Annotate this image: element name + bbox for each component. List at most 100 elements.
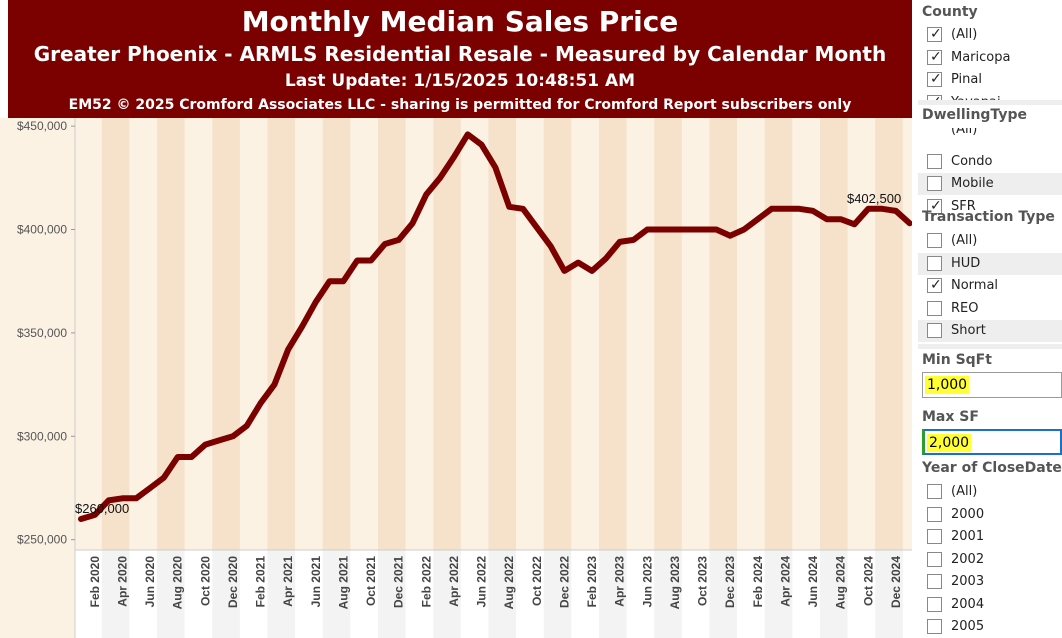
x-tick-label: Feb 2023 — [585, 556, 599, 608]
min-sqft-title: Min SqFt — [922, 352, 992, 368]
checkbox[interactable] — [927, 176, 942, 191]
x-tick-label: Apr 2022 — [447, 556, 461, 607]
x-label-band — [543, 550, 572, 638]
filter-option[interactable]: (All) — [918, 128, 1062, 136]
min-sqft-input[interactable]: 1,000 — [922, 372, 1062, 398]
checkbox[interactable] — [927, 619, 942, 634]
month-band — [101, 118, 130, 550]
filter-option[interactable]: 2002 — [918, 549, 1062, 571]
checkbox[interactable]: ✓ — [927, 277, 942, 293]
x-tick-label: Dec 2023 — [723, 556, 737, 608]
year-filter-title: Year of CloseDate — [922, 460, 1062, 476]
filter-option-label: 2005 — [951, 619, 985, 634]
checkbox[interactable]: ✓ — [927, 26, 942, 42]
month-band — [819, 118, 848, 550]
max-sf-title: Max SF — [922, 409, 979, 425]
checkbox[interactable] — [927, 255, 942, 271]
y-tick-label: $300,000 — [17, 429, 67, 443]
x-tick-label: Oct 2020 — [198, 556, 212, 606]
checkbox[interactable] — [927, 323, 942, 338]
filter-divider — [918, 100, 1062, 105]
checkbox[interactable]: ✓ — [927, 197, 942, 214]
x-tick-label: Feb 2024 — [751, 556, 765, 608]
filter-option[interactable]: ✓ Maricopa — [918, 47, 1062, 69]
filter-option[interactable]: (All) — [918, 481, 1062, 503]
x-tick-label: Dec 2022 — [557, 556, 571, 608]
month-band — [212, 118, 240, 550]
filter-option[interactable]: 2000 — [918, 504, 1062, 526]
filter-option[interactable]: ✓ Pinal — [918, 69, 1062, 91]
x-tick-label: Jun 2022 — [475, 556, 489, 608]
checkbox[interactable] — [927, 484, 942, 499]
x-label-band — [598, 550, 627, 638]
month-band — [764, 118, 793, 550]
transaction-filter-title: Transaction Type — [922, 209, 1055, 225]
checkmark-icon: ✓ — [930, 277, 942, 293]
checkbox[interactable] — [927, 574, 942, 589]
filter-option[interactable]: REO — [918, 298, 1062, 320]
filter-option-label: Normal — [951, 278, 999, 293]
filter-option[interactable]: (All) — [918, 230, 1062, 252]
chart-header: Monthly Median Sales Price Greater Phoen… — [8, 0, 912, 118]
max-sf-input[interactable]: 2,000 — [922, 429, 1062, 455]
x-tick-label: Feb 2020 — [88, 556, 102, 608]
checkbox[interactable] — [927, 506, 942, 522]
checkbox[interactable] — [927, 529, 942, 544]
x-tick-label: Jun 2024 — [806, 556, 820, 608]
x-tick-label: Apr 2024 — [778, 556, 792, 607]
x-label-band — [433, 550, 461, 638]
x-label-band — [819, 550, 848, 638]
checkbox[interactable] — [927, 153, 942, 169]
filter-option[interactable]: ✓ Yavapai — [918, 92, 1062, 102]
filter-option[interactable]: Mobile — [918, 173, 1062, 195]
checkbox[interactable] — [927, 233, 942, 248]
checkbox[interactable]: ✓ — [927, 93, 942, 102]
checkbox[interactable]: ✓ — [927, 71, 942, 87]
series-line — [78, 131, 912, 522]
checkbox[interactable] — [927, 551, 942, 567]
filter-option[interactable]: ✓ Normal — [918, 275, 1062, 297]
x-label-band — [875, 550, 903, 638]
data-label: $260,000 — [75, 501, 129, 516]
copyright-notice: EM52 © 2025 Cromford Associates LLC - sh… — [68, 97, 852, 113]
checkmark-icon: ✓ — [930, 26, 942, 42]
filter-option[interactable]: 2005 — [918, 616, 1062, 638]
x-label-band — [377, 550, 406, 638]
x-tick-label: Jun 2021 — [309, 556, 323, 608]
checkmark-icon: ✓ — [930, 93, 942, 102]
filter-option[interactable]: Condo — [918, 151, 1062, 173]
x-label-band — [212, 550, 240, 638]
checkbox[interactable]: ✓ — [927, 49, 942, 65]
filter-option[interactable]: ✓ SFR — [918, 196, 1062, 218]
x-tick-label: Feb 2021 — [254, 556, 268, 608]
y-axis: $250,000 $300,000 $350,000 $400,000 $450,000 — [17, 118, 76, 638]
filter-option[interactable]: 2004 — [918, 594, 1062, 616]
filter-option-label: Short — [951, 323, 986, 338]
x-label-band — [654, 550, 682, 638]
checkbox[interactable] — [927, 300, 942, 316]
filter-option-label: 2000 — [951, 506, 985, 522]
x-label-band — [156, 550, 185, 638]
month-band — [654, 118, 682, 550]
max-sf-value: 2,000 — [927, 434, 972, 452]
x-tick-label: Apr 2021 — [281, 556, 295, 607]
checkmark-icon: ✓ — [930, 71, 942, 87]
x-label-band — [267, 550, 296, 638]
min-sqft-value: 1,000 — [925, 376, 970, 394]
filter-option[interactable]: HUD — [918, 252, 1062, 275]
filter-panel: County ✓ (All) ✓ Maricopa ✓ Pinal ✓ Yavapai Dwe… — [918, 0, 1062, 638]
x-label-band — [709, 550, 738, 638]
filter-option-label: 2004 — [951, 596, 985, 612]
x-tick-label: Apr 2020 — [115, 556, 129, 607]
checkbox[interactable] — [927, 596, 942, 612]
x-tick-label: Jun 2023 — [640, 556, 654, 608]
month-band — [377, 118, 406, 550]
filter-option[interactable]: Short — [918, 320, 1062, 342]
filter-option[interactable]: 2003 — [918, 571, 1062, 593]
data-label: $402,500 — [847, 191, 901, 206]
checkmark-icon: ✓ — [930, 197, 942, 214]
y-tick-label: $400,000 — [17, 223, 67, 237]
filter-option-label: (All) — [951, 484, 978, 499]
filter-option[interactable]: 2001 — [918, 526, 1062, 548]
filter-option[interactable]: ✓ (All) — [918, 24, 1062, 46]
